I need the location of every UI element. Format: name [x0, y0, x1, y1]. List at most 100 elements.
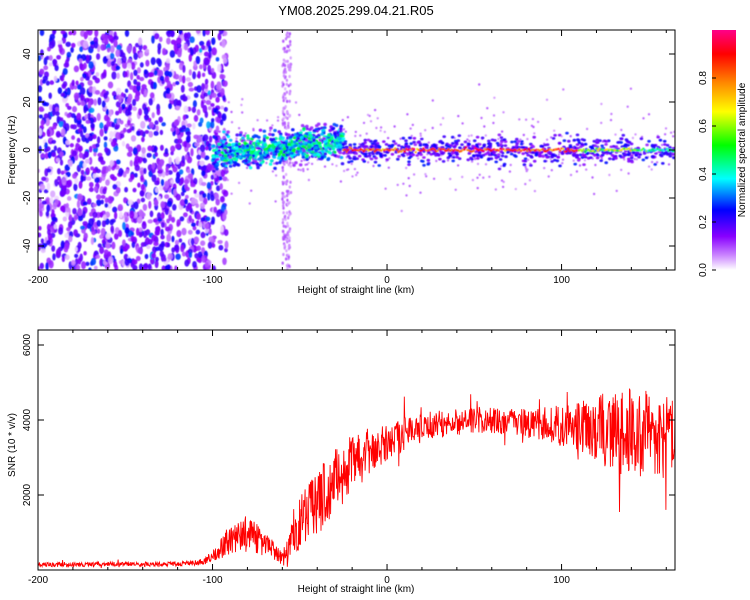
spectrogram-line-halo	[589, 156, 593, 160]
spectrogram-noise-cell	[130, 135, 137, 142]
spectrogram-line-halo	[568, 145, 573, 149]
spectrogram-line-halo	[367, 154, 372, 158]
spectrogram-noise-cell	[217, 239, 223, 245]
spectrogram-noise-cell	[136, 130, 142, 136]
spectrogram-scatter-cell	[241, 98, 244, 101]
spectrogram-noise-cell	[203, 82, 209, 90]
spectrogram-noise-cell	[140, 212, 146, 218]
spectrogram-line-halo	[599, 159, 603, 163]
spectrogram-scatter-cell	[626, 105, 629, 108]
spectrogram-scatter-cell	[660, 143, 664, 147]
spectrogram-noise-cell	[213, 206, 218, 214]
spectrogram-noise-cell	[193, 114, 199, 122]
spectrogram-noise-cell	[106, 54, 111, 59]
spectrogram-line-halo	[407, 136, 412, 140]
spectrogram-signal-cell	[314, 135, 319, 139]
spectrogram-line-halo	[565, 131, 569, 135]
spectrogram-noise-cell	[77, 214, 84, 222]
spectrogram-noise-cell	[56, 115, 60, 124]
spectrogram-noise-cell	[115, 101, 121, 108]
spectrogram-y-label: Frequency (Hz)	[7, 116, 18, 185]
spectrogram-stripe-cell	[284, 238, 288, 242]
spectrogram-stripe-cell	[282, 39, 285, 43]
spectrogram-signal-cell	[253, 159, 258, 163]
spectrogram-noise-cell	[60, 92, 66, 97]
spectrogram-noise-cell	[75, 264, 81, 270]
spectrogram-noise-cell	[196, 245, 202, 251]
spectrogram-noise-cell	[80, 169, 85, 175]
spectrogram-stripe-cell	[286, 202, 289, 206]
spectrogram-noise-cell	[132, 46, 137, 55]
spectrogram-line-halo	[421, 160, 425, 163]
spectrogram-scatter-cell	[359, 134, 362, 137]
spectrogram-line-halo	[448, 154, 453, 158]
spectrogram-noise-cell	[222, 176, 228, 182]
spectrogram-scatter-cell	[425, 175, 428, 178]
spectrogram-noise-cell	[203, 57, 209, 66]
spectrogram-noise-cell	[166, 92, 172, 99]
spectrogram-line-halo	[342, 151, 346, 155]
spectrogram-line-halo	[614, 156, 618, 160]
spectrogram-line-core	[497, 149, 501, 152]
spectrogram-noise-cell	[48, 62, 53, 67]
spectrogram-line-halo	[409, 142, 414, 146]
spectrogram-signal-cell	[222, 130, 226, 134]
spectrogram-noise-cell	[40, 248, 46, 254]
spectrogram-noise-cell	[210, 67, 215, 74]
spectrogram-stripe-cell	[286, 198, 289, 202]
spectrogram-scatter-cell	[323, 165, 327, 168]
spectrogram-noise-cell	[202, 197, 208, 205]
spectrogram-signal-cell	[273, 142, 278, 146]
spectrogram-scatter-cell	[406, 113, 409, 116]
spectrogram-noise-cell	[195, 229, 201, 235]
spectrogram-signal-cell	[327, 138, 332, 142]
spectrogram-line-halo	[593, 144, 598, 148]
spectrogram-signal-cell	[228, 145, 232, 150]
spectrogram-scatter-cell	[669, 131, 673, 134]
spectrogram-scatter-cell	[493, 96, 496, 100]
spectrogram-noise-cell	[134, 93, 140, 102]
spectrogram-noise-cell	[113, 35, 119, 41]
spectrogram-noise-cell	[177, 138, 183, 144]
spectrogram-signal-cell	[234, 143, 239, 147]
spectrogram-line-core	[447, 148, 450, 151]
spectrogram-signal-cell	[257, 149, 262, 153]
spectrogram-scatter-cell	[600, 102, 603, 106]
spectrogram-noise-cell	[85, 176, 92, 181]
spectrogram-noise-cell	[207, 192, 211, 201]
spectrogram-noise-cell	[148, 97, 154, 106]
spectrogram-signal-cell	[237, 145, 242, 149]
spectrogram-line-halo	[530, 144, 534, 148]
spectrogram-stripe-cell	[281, 221, 285, 225]
spectrogram-scatter-cell	[416, 157, 420, 160]
spectrogram-noise-cell	[109, 52, 115, 60]
spectrogram-line-halo	[377, 164, 382, 167]
spectrogram-noise-cell	[105, 232, 111, 240]
spectrogram-line-halo	[418, 143, 423, 147]
spectrogram-noise-cell	[68, 160, 73, 167]
spectrogram-noise-cell	[51, 245, 56, 252]
spectrogram-stripe-cell	[287, 121, 290, 125]
spectrogram-line-halo	[407, 160, 411, 164]
spectrogram-line-halo	[498, 158, 503, 161]
spectrogram-line-halo	[671, 147, 675, 150]
spectrogram-noise-cell	[66, 227, 71, 232]
spectrogram-noise-cell	[153, 32, 160, 40]
spectrogram-noise-cell	[140, 120, 146, 129]
spectrogram-noise-cell	[138, 108, 143, 116]
spectrogram-line-core	[557, 147, 560, 151]
spectrogram-scatter-cell	[307, 178, 311, 182]
spectrogram-noise-cell	[215, 198, 220, 206]
snr-x-tick-label: 100	[553, 575, 570, 586]
spectrogram-line-halo	[523, 157, 528, 161]
spectrogram-line-halo	[451, 159, 456, 163]
spectrogram-scatter-cell	[388, 157, 391, 160]
spectrogram-signal-cell	[330, 136, 334, 140]
spectrogram-noise-cell	[139, 62, 144, 68]
spectrogram-signal-cell	[279, 149, 284, 153]
spectrogram-line-halo	[550, 155, 554, 159]
spectrogram-scatter-cell	[368, 114, 371, 118]
spectrogram-signal-cell	[228, 138, 233, 142]
spectrogram-noise-cell	[179, 216, 185, 222]
spectrogram-noise-cell	[87, 101, 92, 109]
